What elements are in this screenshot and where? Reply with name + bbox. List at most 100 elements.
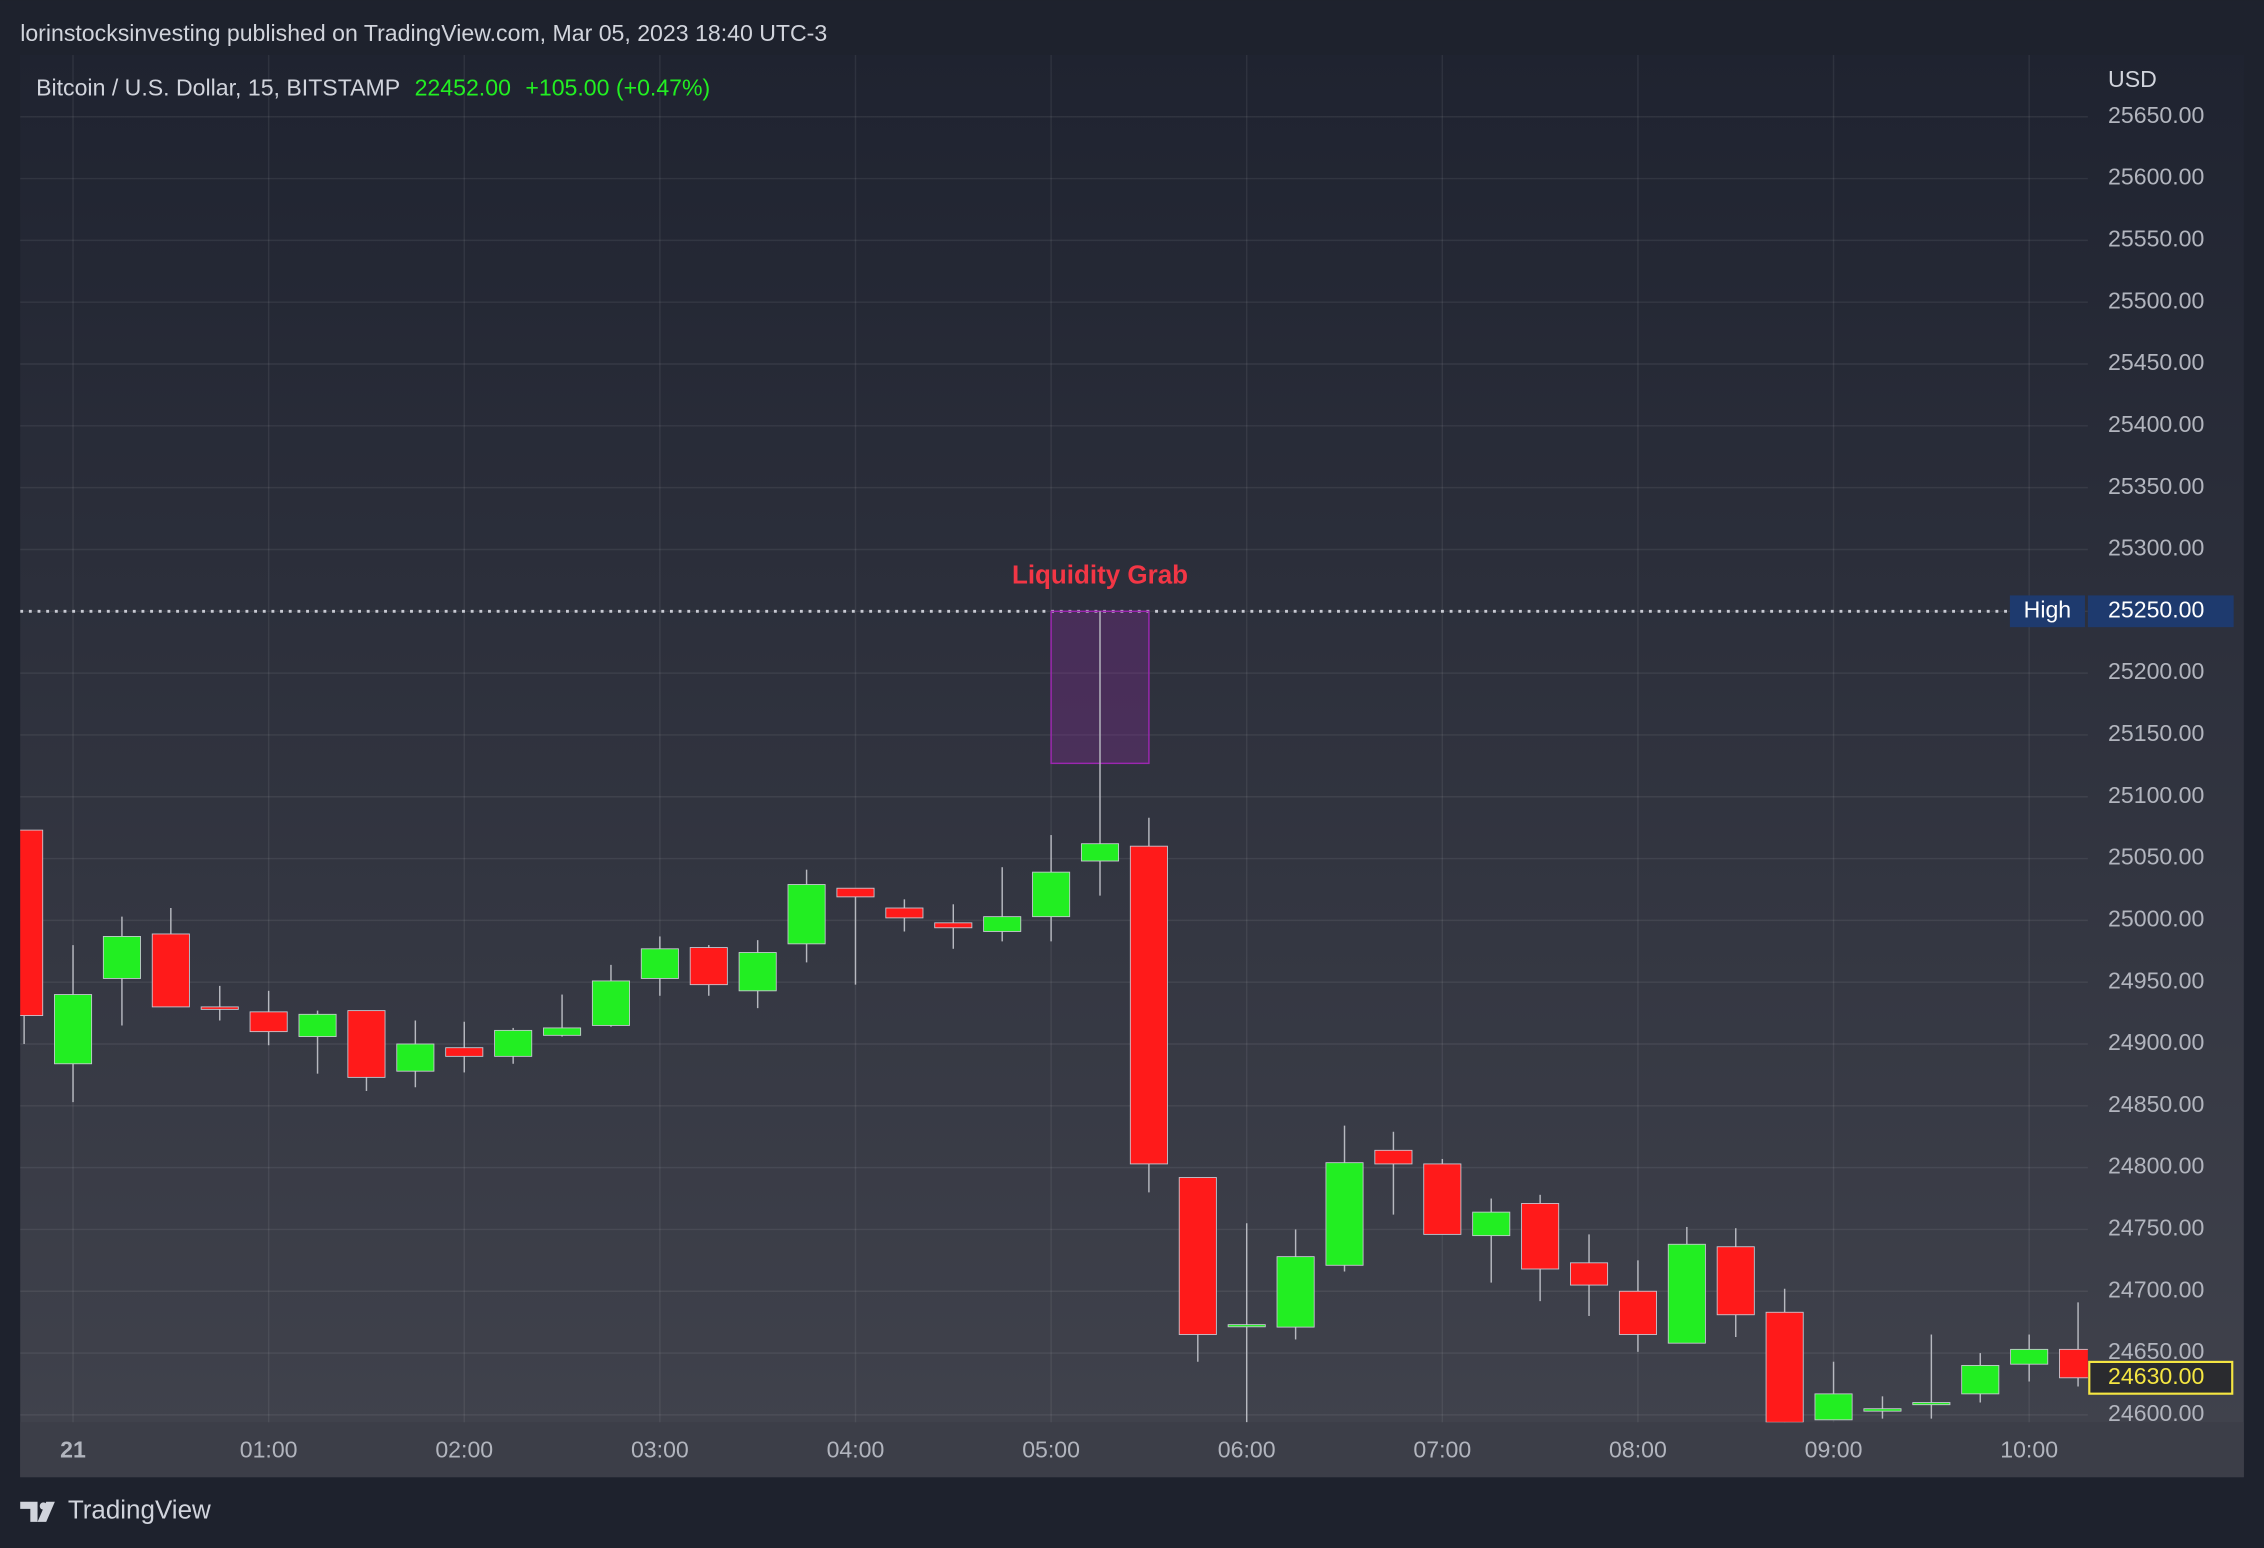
candle-body <box>1912 1402 1951 1406</box>
publish-note: lorinstocksinvesting published on Tradin… <box>20 20 827 46</box>
y-tick-label: 25150.00 <box>2108 720 2204 746</box>
annotation: Liquidity Grab <box>1012 559 1188 589</box>
x-tick-label: 06:00 <box>1218 1436 1276 1462</box>
candle <box>689 945 728 996</box>
candle <box>102 916 141 1026</box>
candle <box>1570 1234 1609 1316</box>
candle-body <box>2059 1348 2088 1379</box>
y-tick-label: 25000.00 <box>2108 905 2204 931</box>
candle-body <box>396 1043 435 1072</box>
price-tag: 24630.00 <box>2108 1363 2204 1389</box>
candle <box>640 936 679 996</box>
candle <box>738 940 777 1009</box>
candle-body <box>494 1029 533 1057</box>
candle-body <box>1032 871 1071 918</box>
candle-body <box>591 980 630 1026</box>
candle-body <box>1716 1246 1755 1316</box>
candle <box>1472 1198 1511 1283</box>
candle-body <box>1276 1256 1315 1328</box>
candle-body <box>836 887 875 898</box>
candle-body <box>200 1006 239 1010</box>
candle <box>1325 1125 1364 1272</box>
price-tag-box <box>2088 1360 2234 1395</box>
candle <box>1032 835 1071 942</box>
x-tick-label: 21 <box>60 1436 86 1462</box>
candle-body <box>347 1010 386 1078</box>
x-tick-label: 01:00 <box>240 1436 298 1462</box>
candle-body <box>787 884 826 945</box>
candle-body <box>151 933 190 1008</box>
candle <box>445 1021 484 1073</box>
y-tick-label: 24750.00 <box>2108 1215 2204 1241</box>
candle <box>1423 1158 1462 1235</box>
candle <box>1178 1177 1217 1362</box>
candle <box>934 904 973 949</box>
x-tick-label: 07:00 <box>1413 1436 1471 1462</box>
candle-body <box>1667 1243 1706 1344</box>
x-tick-label: 05:00 <box>1022 1436 1080 1462</box>
candle <box>494 1027 533 1064</box>
brand: TradingView <box>68 1495 211 1525</box>
candle-body <box>1374 1149 1413 1165</box>
plot-background <box>20 54 2244 1478</box>
candle <box>54 945 93 1103</box>
candle-body <box>20 829 44 1016</box>
y-tick-label: 25450.00 <box>2108 349 2204 375</box>
candle <box>396 1020 435 1088</box>
candle-body <box>1961 1364 2000 1395</box>
candle-body <box>640 948 679 979</box>
candle <box>1716 1228 1755 1337</box>
candle-body <box>885 907 924 919</box>
x-tick-label: 08:00 <box>1609 1436 1667 1462</box>
price-change: +105.00 (+0.47%) <box>525 75 710 101</box>
y-tick-label: 25300.00 <box>2108 535 2204 561</box>
candle <box>983 867 1022 942</box>
candle <box>591 964 630 1027</box>
candle <box>1374 1131 1413 1215</box>
x-tick-label: 03:00 <box>631 1436 689 1462</box>
y-tick-label: 25500.00 <box>2108 287 2204 313</box>
candle <box>200 985 239 1021</box>
x-tick-label: 04:00 <box>827 1436 885 1462</box>
candle-body <box>738 952 777 992</box>
y-tick-label: 25200.00 <box>2108 658 2204 684</box>
candle <box>249 990 288 1046</box>
x-tick-label: 10:00 <box>2000 1436 2058 1462</box>
candle-body <box>1080 843 1120 862</box>
candle <box>1618 1260 1657 1352</box>
candle-body <box>1129 845 1168 1165</box>
high-price-box <box>2087 595 2234 628</box>
candle-body <box>1521 1203 1560 1270</box>
y-tick-label: 25100.00 <box>2108 782 2204 808</box>
time-axis-background <box>20 1422 2244 1478</box>
high-tag: High <box>2024 596 2072 622</box>
candle <box>1129 817 1168 1193</box>
candle-body <box>1618 1290 1657 1335</box>
y-tick-label: 25650.00 <box>2108 102 2204 128</box>
candle-body <box>2010 1348 2049 1365</box>
candle <box>20 829 44 1044</box>
candle <box>885 899 924 932</box>
candle <box>1863 1396 1902 1419</box>
candle <box>298 1010 337 1074</box>
candle-body <box>1472 1211 1511 1237</box>
y-tick-label: 25550.00 <box>2108 226 2204 252</box>
symbol-title: Bitcoin / U.S. Dollar, 15, BITSTAMP <box>36 75 400 101</box>
candle-body <box>983 916 1022 932</box>
candle <box>1912 1334 1951 1419</box>
y-tick-label: 25050.00 <box>2108 844 2204 870</box>
y-tick-label: 24900.00 <box>2108 1029 2204 1055</box>
candle <box>1276 1229 1315 1340</box>
candle <box>2059 1302 2088 1387</box>
candle <box>1765 1288 1804 1423</box>
candle-body <box>1814 1393 1853 1421</box>
y-tick-label: 25600.00 <box>2108 164 2204 190</box>
high-price-label: 25250.00 <box>2108 596 2204 622</box>
y-tick-label: 24700.00 <box>2108 1276 2204 1302</box>
candle-body <box>1570 1262 1609 1286</box>
y-tick-label: 25350.00 <box>2108 473 2204 499</box>
candle-body <box>934 922 973 929</box>
candle <box>787 869 826 963</box>
y-tick-label: 24850.00 <box>2108 1091 2204 1117</box>
